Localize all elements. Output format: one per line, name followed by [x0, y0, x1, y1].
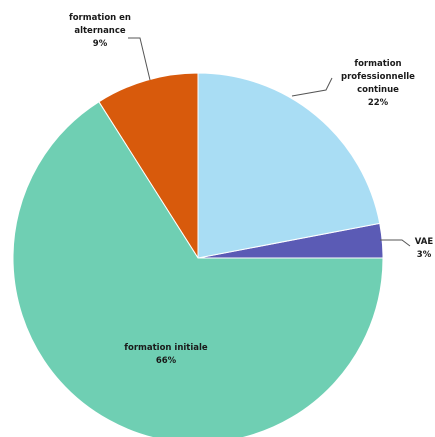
data-label-formation-professionnelle-continue: formation professionnelle continue 22% — [341, 59, 415, 108]
data-label-formation-initiale: formation initiale 66% — [124, 343, 208, 366]
pie-slice-formation-professionnelle-continue — [197, 72, 381, 259]
data-label-VAE: VAE 3% — [415, 237, 434, 260]
leader-line-formation-professionnelle-continue — [291, 77, 333, 97]
leader-line-VAE — [380, 239, 411, 247]
leader-line-formation-en-alternance — [128, 37, 151, 81]
pie-slice-formation-initiale — [12, 101, 384, 437]
data-label-formation-en-alternance: formation en alternance 9% — [69, 13, 131, 49]
pie-slice-formation-en-alternance — [98, 72, 199, 260]
